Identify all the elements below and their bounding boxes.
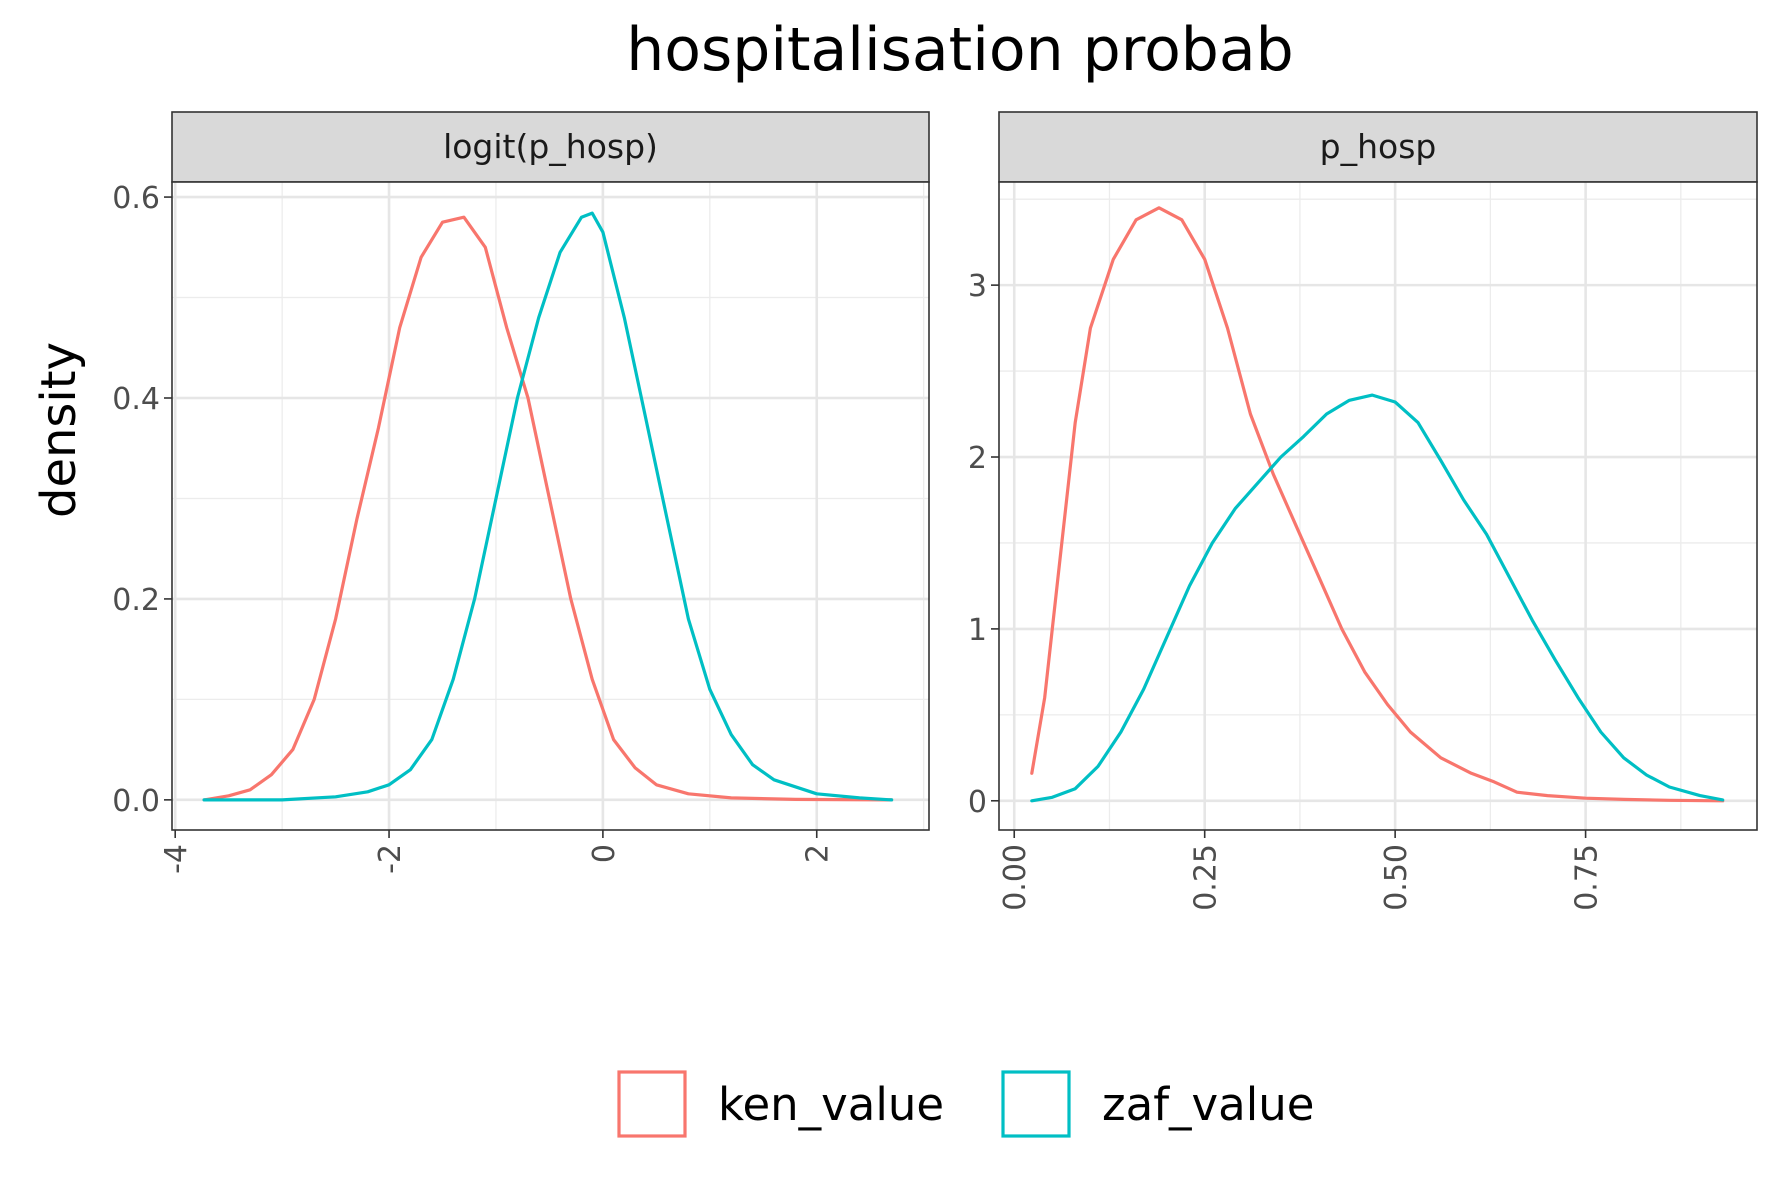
legend-label-zaf_value: zaf_value [1102,1078,1314,1131]
x-tick-label: 2 [801,844,836,863]
facet-strip [998,111,1758,183]
chart-title: hospitalisation probab [626,15,1294,85]
y-tick-label: 0.0 [112,784,160,819]
density-line-ken_value [202,215,894,802]
panel-2: p_hosp 0 1 2 3 0.00 0.25 0.50 0.75 [968,111,1758,911]
panel-border [171,181,930,831]
panel-1: logit(p_hosp) 0.0 0.2 0.4 0.6 -4 -2 0 2 [112,111,930,874]
y-tick-label: 1 [968,613,987,648]
y-tick-label: 0 [968,785,987,820]
y-tick-label: 0.2 [112,583,160,618]
legend-item-ken_value: ken_value [617,1070,944,1138]
x-tick-label: 0.00 [998,844,1033,911]
x-tick-label: -2 [373,844,408,874]
y-tick-label: 3 [968,269,987,304]
legend-key-ken_value [617,1070,687,1138]
legend-key-zaf_value [1001,1070,1071,1138]
y-axis-label: density [31,342,87,518]
panel-background [999,182,1757,830]
legend: ken_value zaf_value [617,1070,1314,1138]
y-tick-label: 0.4 [112,382,160,417]
density-line-zaf_value [202,211,894,802]
x-tick-label: 0 [587,844,622,863]
density-line-ken_value [1030,206,1725,803]
density-line-zaf_value [1030,393,1725,803]
facet-strip-label: logit(p_hosp) [443,127,658,166]
facet-panels: logit(p_hosp) 0.0 0.2 0.4 0.6 -4 -2 0 2 p_hosp 0 1 2… [112,111,1758,911]
facet-strip-label: p_hosp [1320,127,1437,166]
x-tick-label: -4 [159,844,194,874]
x-tick-label: 0.25 [1189,844,1224,911]
panel-border [998,181,1758,831]
y-tick-label: 0.6 [112,181,160,216]
legend-item-zaf_value: zaf_value [1001,1070,1314,1138]
y-tick-label: 2 [968,441,987,476]
x-tick-label: 0.50 [1379,844,1414,911]
legend-label-ken_value: ken_value [718,1078,944,1131]
facet-strip [171,111,930,183]
x-tick-label: 0.75 [1570,844,1605,911]
